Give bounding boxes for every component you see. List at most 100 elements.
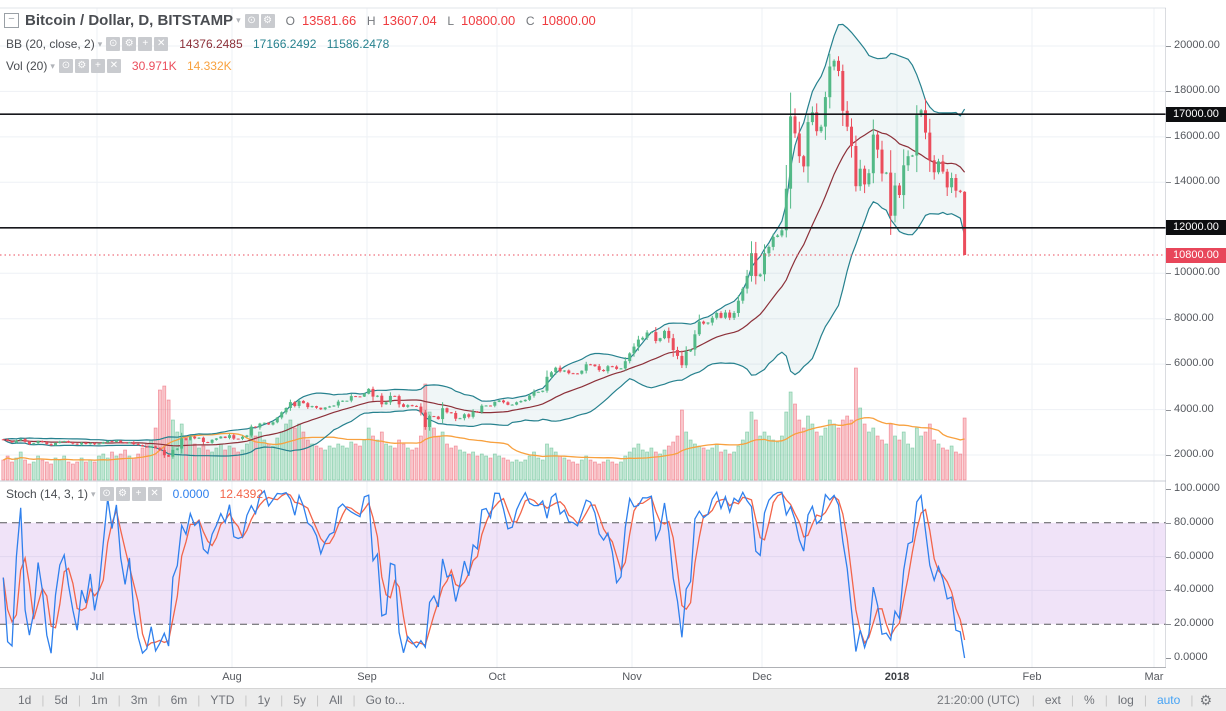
stoch-axis-label: 80.0000 [1174, 516, 1214, 528]
stoch-band [0, 522, 1166, 625]
visibility-icon[interactable]: ⊙ [58, 59, 73, 73]
time-axis-label: 2018 [884, 671, 910, 683]
gear-icon[interactable]: ⚙ [1199, 691, 1212, 708]
price-axis-label: 14000.00 [1174, 175, 1220, 187]
close-label: C [525, 14, 535, 28]
close-icon[interactable]: ✕ [147, 487, 162, 501]
bb-basis-line [3, 128, 966, 447]
time-axis-label: Nov [622, 671, 642, 683]
range-YTD-button[interactable]: YTD [210, 693, 235, 707]
high-label: H [366, 14, 376, 28]
percent-scale-button[interactable]: % [1084, 693, 1095, 707]
time-axis-label: Dec [752, 671, 772, 683]
settings-icon[interactable]: ⚙ [122, 37, 137, 51]
stoch-d-value: 12.4392 [219, 487, 264, 501]
stoch-d-line [2, 492, 966, 648]
visibility-icon[interactable]: ⊙ [99, 487, 114, 501]
time-axis-label: Oct [488, 671, 506, 683]
bb-legend: BB (20, close, 2) ▾ ⊙ ⚙ + ✕ 14376.2485 1… [6, 37, 396, 51]
stoch-axis-label: 60.0000 [1174, 550, 1214, 562]
chevron-down-icon[interactable]: ▾ [236, 15, 241, 25]
chevron-down-icon[interactable]: ▾ [91, 488, 96, 499]
price-badge-10800.00: 10800.00 [1166, 248, 1226, 263]
collapse-pane-icon[interactable]: − [4, 13, 19, 28]
stoch-axis-label: 100.0000 [1174, 482, 1220, 494]
range-5y-button[interactable]: 5y [293, 693, 306, 707]
low-label: L [447, 14, 455, 28]
range-1m-button[interactable]: 1m [90, 693, 108, 707]
time-axis-label: Aug [222, 671, 242, 683]
open-label: O [285, 14, 295, 28]
bb-fill [3, 24, 965, 457]
price-axis-label: 20000.00 [1174, 39, 1220, 51]
add-icon[interactable]: + [90, 59, 105, 73]
bottom-toolbar: 1d | 5d | 1m | 3m | 6m | YTD | 1y | 5y | All | Go to... 21… [0, 688, 1226, 711]
price-axis-label: 2000.00 [1174, 448, 1214, 460]
visibility-icon[interactable]: ⊙ [106, 37, 121, 51]
settings-icon[interactable]: ⚙ [74, 59, 89, 73]
close-value: 10800.00 [541, 13, 596, 28]
bb-upper-line [3, 23, 966, 442]
range-1y-button[interactable]: 1y [257, 693, 271, 707]
add-icon[interactable]: + [138, 37, 153, 51]
settings-icon[interactable]: ⚙ [115, 487, 130, 501]
close-icon[interactable]: ✕ [106, 59, 121, 73]
chevron-down-icon[interactable]: ▾ [97, 38, 103, 49]
bb-upper-value: 17166.2492 [253, 37, 317, 51]
price-axis[interactable]: 20000.00 18000.00 16000.00 14000.00 10000.00… [1166, 0, 1226, 688]
time-axis-label: Mar [1144, 671, 1164, 683]
visibility-icon[interactable]: ⊙ [244, 13, 259, 28]
price-axis-label: 8000.00 [1174, 312, 1214, 324]
range-All-button[interactable]: All [329, 693, 343, 707]
chart-canvas[interactable] [0, 0, 1226, 688]
price-axis-label: 16000.00 [1174, 130, 1220, 142]
stoch-axis-label: 0.0000 [1174, 651, 1208, 663]
price-axis-label: 10000.00 [1174, 266, 1220, 278]
auto-scale-button[interactable]: auto [1156, 693, 1181, 707]
price-badge-12000.00: 12000.00 [1166, 220, 1226, 235]
stoch-legend: Stoch (14, 3, 1) ▾ ⊙ ⚙ + ✕ 0.0000 12.439… [6, 487, 270, 501]
time-axis-label: Jul [89, 671, 105, 683]
ext-hours-button[interactable]: ext [1044, 693, 1061, 707]
volume-current-value: 30.971K [131, 59, 177, 73]
price-axis-label: 4000.00 [1174, 403, 1214, 415]
price-axis-label: 6000.00 [1174, 357, 1214, 369]
clock[interactable]: 21:20:00 (UTC) [937, 693, 1020, 707]
stoch-k-line [2, 489, 966, 659]
open-value: 13581.66 [301, 13, 357, 28]
range-1d-button[interactable]: 1d [18, 693, 32, 707]
stoch-k-value: 0.0000 [172, 487, 210, 501]
goto-button[interactable]: Go to... [365, 693, 405, 707]
ohlc-values: O 13581.66 H 13607.04 L 10800.00 C 10800.00 [286, 13, 603, 28]
low-value: 10800.00 [461, 13, 516, 28]
range-6m-button[interactable]: 6m [170, 693, 188, 707]
range-5d-button[interactable]: 5d [54, 693, 68, 707]
bb-lower-value: 11586.2478 [326, 37, 390, 51]
range-selector: 1d | 5d | 1m | 3m | 6m | YTD | 1y | 5y | All | Go to... [0, 693, 415, 707]
symbol-title[interactable]: Bitcoin / Dollar, D, BITSTAMP [25, 12, 234, 29]
volume-title[interactable]: Vol (20) [6, 59, 48, 73]
bb-title[interactable]: BB (20, close, 2) [6, 37, 95, 51]
time-axis-label: Sep [357, 671, 377, 683]
volume-ma-value: 14.332K [186, 59, 232, 73]
close-icon[interactable]: ✕ [154, 37, 169, 51]
toolbar-right: 21:20:00 (UTC) | ext | % | log | auto | … [925, 692, 1226, 709]
stoch-title[interactable]: Stoch (14, 3, 1) [6, 487, 89, 501]
log-scale-button[interactable]: log [1117, 693, 1134, 707]
price-badge-17000.00: 17000.00 [1166, 107, 1226, 122]
range-3m-button[interactable]: 3m [130, 693, 148, 707]
volume-ma-line [3, 416, 965, 461]
high-value: 13607.04 [382, 13, 437, 28]
bb-basis-value: 14376.2485 [179, 37, 243, 51]
time-axis-label: Feb [1022, 671, 1042, 683]
price-axis-label: 18000.00 [1174, 84, 1220, 96]
volume-legend: Vol (20) ▾ ⊙ ⚙ + ✕ 30.971K 14.332K [6, 59, 239, 73]
stoch-axis-label: 40.0000 [1174, 583, 1214, 595]
stoch-axis-label: 20.0000 [1174, 617, 1214, 629]
add-icon[interactable]: + [131, 487, 146, 501]
settings-icon[interactable]: ⚙ [260, 13, 275, 28]
time-axis[interactable]: Jul Aug Sep Oct Nov Dec 2018 Feb Mar [0, 668, 1226, 688]
chevron-down-icon[interactable]: ▾ [50, 60, 55, 71]
